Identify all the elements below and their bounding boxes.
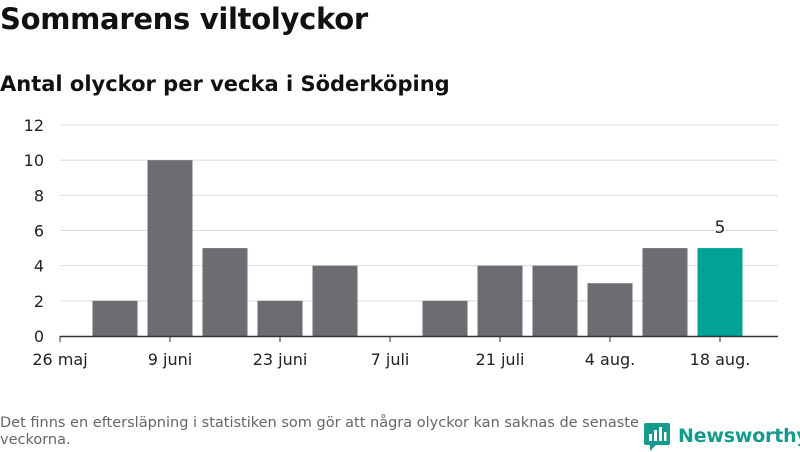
chart-subtitle: Antal olyckor per vecka i Söderköping bbox=[0, 72, 450, 96]
y-tick-label: 0 bbox=[34, 327, 44, 346]
brand-logo: Newsworthy bbox=[644, 420, 800, 452]
bar bbox=[422, 300, 468, 336]
y-axis-ticks: 0 2 4 6 8 10 12 bbox=[24, 116, 44, 346]
x-tick-label: 21 juli bbox=[476, 350, 525, 369]
bar bbox=[312, 265, 358, 336]
data-label: 5 bbox=[715, 218, 726, 238]
y-tick-label: 4 bbox=[34, 257, 44, 276]
x-tick-label: 9 juni bbox=[148, 350, 192, 369]
x-axis: 26 maj 9 juni 23 juni 7 juli 21 juli 4 aug. 18… bbox=[32, 335, 778, 369]
x-tick-label: 26 maj bbox=[32, 350, 87, 369]
y-tick-label: 10 bbox=[24, 151, 44, 170]
x-tick-label: 7 juli bbox=[371, 350, 410, 369]
y-tick-label: 12 bbox=[24, 116, 44, 135]
x-tick-label: 4 aug. bbox=[585, 350, 635, 369]
bar-chart-speech-bubble-icon bbox=[644, 423, 670, 451]
x-tick-label: 18 aug. bbox=[690, 350, 751, 369]
chart-title: Sommarens viltolyckor bbox=[0, 2, 368, 36]
bar bbox=[257, 300, 303, 336]
bar bbox=[147, 160, 193, 336]
x-tick-label: 23 juni bbox=[253, 350, 308, 369]
y-tick-label: 6 bbox=[34, 222, 44, 241]
bar-chart: 0 2 4 6 8 10 12 26 maj 9 juni 23 juni 7 juli 21 ju… bbox=[24, 116, 778, 369]
bar bbox=[92, 300, 138, 336]
bar bbox=[202, 248, 248, 336]
bar bbox=[642, 248, 688, 336]
bar bbox=[532, 265, 578, 336]
brand-name: Newsworthy bbox=[678, 425, 800, 447]
footnote: Det finns en eftersläpning i statistiken… bbox=[0, 415, 639, 448]
bars bbox=[92, 160, 743, 336]
data-labels: 5 bbox=[715, 218, 726, 238]
bar bbox=[587, 283, 633, 336]
bar bbox=[697, 248, 743, 336]
y-tick-label: 2 bbox=[34, 292, 44, 311]
bar bbox=[477, 265, 523, 336]
y-tick-label: 8 bbox=[34, 186, 44, 205]
